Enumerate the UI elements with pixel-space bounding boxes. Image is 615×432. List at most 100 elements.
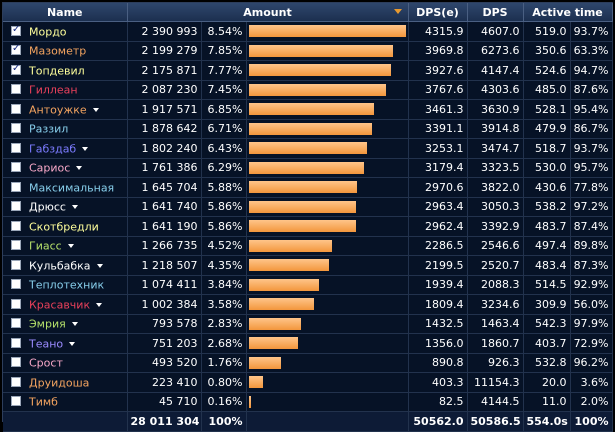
- dropdown-arrow-icon[interactable]: [82, 146, 89, 151]
- name-cell[interactable]: Мазометр: [3, 41, 128, 61]
- row-checkbox[interactable]: [11, 240, 21, 250]
- name-cell[interactable]: Максимальная: [3, 177, 128, 198]
- dps-value: 3914.8: [467, 119, 524, 139]
- row-checkbox[interactable]: [11, 103, 21, 114]
- dps-value: 2546.6: [467, 236, 524, 256]
- table-row[interactable]: Теплотехник 1 074 411 3.84% 1939.4 2088.3 514…: [3, 275, 613, 295]
- dpse-value: 3969.8: [408, 41, 468, 61]
- name-cell[interactable]: Теплотехник: [3, 275, 128, 295]
- column-header-dpse[interactable]: DPS(e): [408, 3, 468, 22]
- row-checkbox[interactable]: [11, 142, 21, 153]
- amount-bar-cell: [246, 60, 409, 81]
- name-cell[interactable]: Друидоша: [3, 372, 128, 393]
- name-cell[interactable]: Сариос: [3, 158, 128, 178]
- row-checkbox[interactable]: [11, 357, 21, 367]
- row-checkbox[interactable]: [11, 43, 21, 55]
- row-checkbox[interactable]: [11, 337, 21, 348]
- amount-bar-cell: [246, 216, 409, 237]
- active-time-percent: 97.2%: [570, 197, 613, 217]
- amount-bar-cell: [246, 177, 409, 198]
- row-checkbox[interactable]: [11, 201, 21, 211]
- row-checkbox[interactable]: [11, 24, 21, 36]
- name-cell[interactable]: Гиллеан: [3, 80, 128, 100]
- column-header-amount-label: Amount: [243, 5, 292, 19]
- dropdown-arrow-icon[interactable]: [67, 244, 74, 248]
- name-cell[interactable]: Габздаб: [3, 138, 128, 159]
- row-checkbox[interactable]: [11, 298, 21, 309]
- dps-value: 926.3: [467, 353, 524, 373]
- amount-bar-cell: [246, 333, 409, 354]
- table-row[interactable]: Теано 751 203 2.68% 1356.0 1860.7 403.7 72.9%: [3, 333, 613, 354]
- total-percent: 100%: [201, 411, 247, 432]
- row-checkbox[interactable]: [11, 123, 21, 133]
- table-row[interactable]: Антоужке 1 917 571 6.85% 3461.3 3630.9 528.1 9…: [3, 99, 613, 120]
- dropdown-arrow-icon[interactable]: [71, 322, 78, 326]
- table-row[interactable]: Дрюсс 1 641 740 5.86% 2963.4 3050.3 538.2 97.2…: [3, 197, 613, 217]
- table-row[interactable]: Эмрия 793 578 2.83% 1432.5 1463.4 542.3 97.9%: [3, 314, 613, 334]
- dropdown-arrow-icon[interactable]: [71, 205, 78, 209]
- amount-value: 2 175 871: [127, 60, 202, 81]
- table-row[interactable]: Кульбабка 1 218 507 4.35% 2199.5 2520.7 483.4…: [3, 255, 613, 276]
- name-cell[interactable]: Эмрия: [3, 314, 128, 334]
- column-header-name[interactable]: Name: [3, 3, 128, 22]
- name-cell[interactable]: Топдевил: [3, 60, 128, 81]
- amount-value: 1 917 571: [127, 99, 202, 120]
- table-row[interactable]: Максимальная 1 645 704 5.88% 2970.6 3822.0 43…: [3, 177, 613, 198]
- table-row[interactable]: Сариос 1 761 386 6.29% 3179.4 3323.5 530.0 95.…: [3, 158, 613, 178]
- active-time-percent: 87.3%: [570, 255, 613, 276]
- table-row[interactable]: Тимб 45 710 0.16% 82.5 4144.5 11.0 2.0%: [3, 392, 613, 412]
- row-checkbox[interactable]: [11, 63, 21, 75]
- active-time-percent: 96.2%: [570, 353, 613, 373]
- table-row[interactable]: Гиллеан 2 087 230 7.45% 3767.6 4303.6 485.0 87…: [3, 80, 613, 100]
- table-row[interactable]: Друидоша 223 410 0.80% 403.3 11154.3 20.0 3.6%: [3, 372, 613, 393]
- active-time-percent: 89.8%: [570, 236, 613, 256]
- column-header-dps[interactable]: DPS: [467, 3, 524, 22]
- dps-value: 4147.4: [467, 60, 524, 81]
- table-row[interactable]: Раззил 1 878 642 6.71% 3391.1 3914.8 479.9 86.…: [3, 119, 613, 139]
- name-cell[interactable]: Тимб: [3, 392, 128, 412]
- table-row[interactable]: Скотбредли 1 641 190 5.86% 2962.4 3392.9 483.…: [3, 216, 613, 237]
- dps-value: 3050.3: [467, 197, 524, 217]
- player-name: Теано: [29, 337, 64, 350]
- name-cell[interactable]: Гиасс: [3, 236, 128, 256]
- table-row[interactable]: Красавчик 1 002 384 3.58% 1809.4 3234.6 309.9…: [3, 294, 613, 315]
- name-cell[interactable]: Красавчик: [3, 294, 128, 315]
- column-header-active-time[interactable]: Active time: [523, 3, 613, 22]
- row-checkbox[interactable]: [11, 376, 21, 387]
- dpse-value: 82.5: [408, 392, 468, 412]
- name-cell[interactable]: Раззил: [3, 119, 128, 139]
- dropdown-arrow-icon[interactable]: [96, 263, 103, 268]
- name-cell[interactable]: Мордо: [3, 21, 128, 42]
- name-cell[interactable]: Кульбабка: [3, 255, 128, 276]
- dropdown-arrow-icon[interactable]: [96, 302, 103, 307]
- row-checkbox[interactable]: [11, 259, 21, 270]
- name-cell[interactable]: Скотбредли: [3, 216, 128, 237]
- row-checkbox[interactable]: [11, 181, 21, 192]
- dpse-value: 2963.4: [408, 197, 468, 217]
- row-checkbox[interactable]: [11, 162, 21, 172]
- player-name: Тимб: [29, 395, 58, 409]
- table-row[interactable]: Гиасс 1 266 735 4.52% 2286.5 2546.6 497.4 89.8…: [3, 236, 613, 256]
- row-checkbox[interactable]: [11, 396, 21, 406]
- table-row[interactable]: Срост 493 520 1.76% 890.8 926.3 532.8 96.2%: [3, 353, 613, 373]
- dropdown-arrow-icon[interactable]: [92, 107, 99, 112]
- name-cell[interactable]: Срост: [3, 353, 128, 373]
- name-cell[interactable]: Дрюсс: [3, 197, 128, 217]
- dropdown-arrow-icon[interactable]: [69, 341, 76, 346]
- name-cell[interactable]: Антоужке: [3, 99, 128, 120]
- row-checkbox[interactable]: [11, 279, 21, 289]
- name-cell[interactable]: Теано: [3, 333, 128, 354]
- row-checkbox[interactable]: [11, 84, 21, 94]
- column-header-amount[interactable]: Amount: [127, 3, 409, 22]
- dropdown-arrow-icon[interactable]: [76, 166, 83, 170]
- row-checkbox[interactable]: [11, 318, 21, 328]
- dpse-value: 4315.9: [408, 21, 468, 42]
- row-checkbox[interactable]: [11, 220, 21, 231]
- amount-bar-cell: [246, 372, 409, 393]
- amount-value: 493 520: [127, 353, 202, 373]
- table-row[interactable]: Габздаб 1 802 240 6.43% 3253.1 3474.7 518.7 93…: [3, 138, 613, 159]
